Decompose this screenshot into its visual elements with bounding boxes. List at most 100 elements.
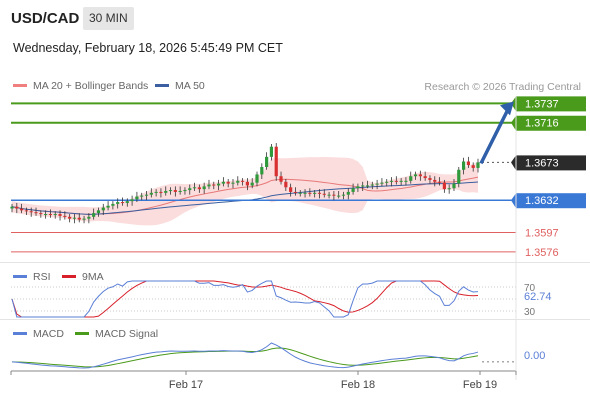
candle-body	[274, 146, 278, 177]
candle-body	[178, 190, 182, 192]
rsi-swatch-icon	[13, 274, 27, 278]
legend-macd-signal-label: MACD Signal	[95, 328, 159, 340]
candle-body	[471, 165, 475, 168]
candle-body	[351, 188, 355, 192]
legend-macd-signal: MACD Signal	[75, 328, 158, 340]
candle-body	[149, 192, 153, 195]
candle-body	[173, 190, 177, 192]
candle-body	[188, 188, 192, 191]
candle-body	[413, 174, 418, 177]
candle-body	[44, 214, 48, 216]
candle-body	[207, 184, 211, 187]
candle-body	[48, 214, 53, 216]
bollinger-band-fill	[12, 157, 478, 226]
candle-body	[101, 207, 105, 211]
candle-body	[183, 190, 187, 192]
candle-body	[476, 162, 480, 168]
candle-body	[154, 191, 158, 193]
candle-body	[447, 188, 451, 190]
candle-body	[260, 167, 264, 175]
level-label-pointer	[511, 96, 516, 112]
candle-body	[29, 211, 33, 213]
legend-ma50: MA 50	[155, 80, 205, 92]
candle-body	[192, 187, 197, 189]
candle-body	[250, 182, 254, 186]
candle-body	[269, 146, 274, 157]
candle-body	[380, 182, 384, 184]
research-credit: Research © 2026 Trading Central	[424, 81, 581, 93]
legend-ma20-label: MA 20 + Bollinger Bands	[33, 80, 149, 92]
rsi-value-label: 62.74	[524, 291, 552, 303]
candle-body	[240, 180, 245, 182]
candle-body	[58, 214, 62, 216]
candle-body	[116, 202, 120, 204]
pane-divider-macd	[0, 319, 590, 320]
candle-body	[375, 183, 379, 185]
candle-body	[337, 195, 341, 197]
candle-body	[106, 205, 110, 208]
candle-body	[442, 182, 446, 190]
symbol-title: USD/CAD	[11, 10, 80, 27]
candle-body	[341, 194, 346, 196]
candle-body	[125, 201, 129, 203]
candle-body	[365, 185, 370, 187]
candle-body	[135, 196, 139, 200]
candle-body	[303, 192, 307, 194]
candle-body	[423, 176, 427, 179]
legend-macd-label: MACD	[33, 328, 64, 340]
target-arrow-head-icon	[500, 101, 514, 116]
level-label-resistance: 1.3737	[525, 98, 559, 110]
legend-ma20: MA 20 + Bollinger Bands	[13, 80, 148, 92]
candle-body	[34, 212, 38, 214]
candle-body	[216, 183, 221, 186]
level-label-box	[516, 115, 586, 131]
candle-body	[245, 181, 250, 186]
candle-body	[63, 215, 67, 217]
legend-rsi-ma: 9MA	[62, 271, 104, 283]
level-label-pointer	[511, 155, 516, 171]
candle-body	[279, 176, 283, 182]
candle-body	[322, 193, 326, 195]
candle-body	[385, 181, 389, 183]
candle-body	[10, 206, 14, 209]
candle-body	[15, 206, 19, 209]
level-label-box	[516, 96, 586, 112]
rsi-line	[11, 280, 479, 318]
level-label-pointer	[511, 193, 516, 209]
candle-body	[298, 192, 302, 194]
level-label-box	[516, 155, 586, 171]
candle-body	[24, 210, 29, 212]
candle-body	[197, 187, 201, 190]
rsi-ma-swatch-icon	[62, 274, 76, 278]
candle-body	[120, 202, 125, 204]
ma20-swatch-icon	[13, 83, 27, 87]
candle-body	[428, 178, 432, 180]
macd-signal-swatch-icon	[75, 331, 89, 335]
candle-body	[159, 191, 163, 193]
level-label-resistance: 1.3716	[525, 118, 559, 130]
candle-body	[317, 192, 322, 194]
candle-body	[433, 179, 437, 182]
time-tick-label: Feb 18	[341, 379, 375, 391]
candle-body	[111, 203, 115, 206]
rsi-tick-70: 70	[524, 283, 536, 294]
candle-body	[68, 216, 72, 219]
candle-body	[461, 161, 466, 170]
level-label-box	[516, 193, 586, 209]
timeframe-button[interactable]: 30 MIN	[83, 7, 134, 30]
candle-body	[437, 181, 442, 183]
candle-body	[221, 181, 225, 184]
candle-body	[466, 161, 470, 166]
candle-body	[327, 194, 331, 196]
pane-divider-rsi	[0, 262, 590, 263]
macd-line	[11, 342, 479, 369]
macd-swatch-icon	[13, 331, 27, 335]
candle-body	[399, 180, 403, 182]
candle-body	[87, 216, 91, 219]
level-label-support: 1.3597	[525, 227, 559, 239]
candle-body	[255, 174, 259, 183]
candle-body	[389, 180, 394, 182]
candle-body	[457, 169, 461, 184]
candle-body	[346, 191, 350, 195]
